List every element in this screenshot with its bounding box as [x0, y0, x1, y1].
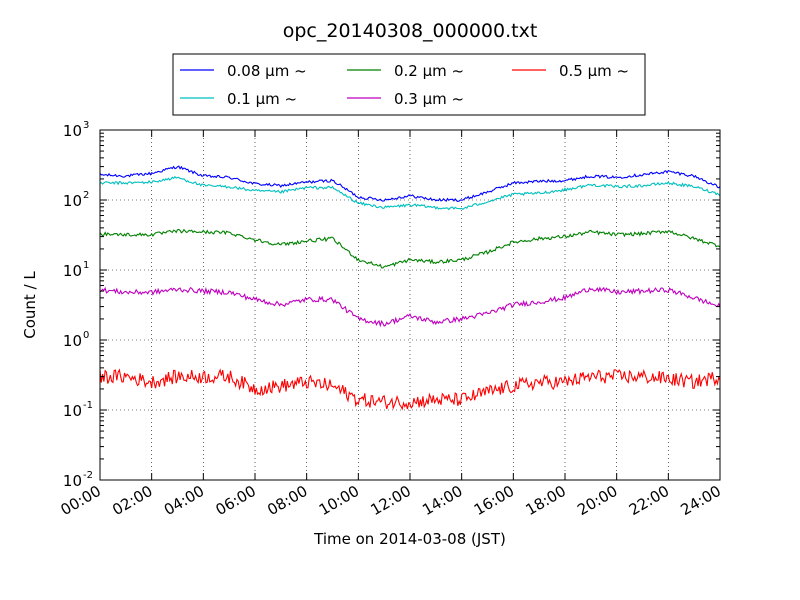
legend-entry: 0.3 μm ~ — [347, 90, 464, 108]
y-tick-base: 10 — [63, 472, 82, 490]
y-tick-exponent: -2 — [83, 470, 93, 481]
legend-entry: 0.5 μm ~ — [512, 62, 629, 80]
y-tick-base: 10 — [63, 122, 82, 140]
y-tick-exponent: 3 — [83, 120, 89, 131]
legend-label: 0.08 μm ~ — [227, 62, 307, 80]
series-line-4 — [99, 368, 721, 411]
series-line-0 — [99, 165, 721, 203]
series-line-1 — [99, 175, 721, 211]
legend-entry: 0.08 μm ~ — [180, 62, 307, 80]
legend-entry: 0.1 μm ~ — [180, 90, 297, 108]
legend-entry: 0.2 μm ~ — [347, 62, 464, 80]
y-tick-base: 10 — [63, 332, 82, 350]
y-tick-label: 10 1 — [63, 260, 89, 280]
grid — [100, 130, 720, 480]
chart-title: opc_20140308_000000.txt — [283, 20, 538, 42]
y-tick-base: 10 — [63, 192, 82, 210]
y-tick-label: 10 3 — [63, 120, 89, 140]
series-layer — [99, 165, 721, 411]
x-axis-label: Time on 2014-03-08 (JST) — [313, 530, 506, 548]
legend-label: 0.2 μm ~ — [394, 62, 464, 80]
y-tick-exponent: 1 — [83, 260, 89, 271]
y-tick-label: 10 -1 — [63, 400, 93, 420]
legend: 0.08 μm ~ 0.1 μm ~ 0.2 μm ~ 0.3 μm ~ 0.5 μm … — [172, 53, 646, 116]
y-tick-label: 10 2 — [63, 190, 89, 210]
legend-box — [172, 53, 646, 116]
legend-label: 0.1 μm ~ — [227, 90, 297, 108]
y-tick-label: 10 0 — [63, 330, 89, 350]
y-tick-exponent: 2 — [83, 190, 89, 201]
y-tick-exponent: -1 — [83, 400, 93, 411]
y-tick-label: 10 -2 — [63, 470, 93, 490]
ticks — [99, 129, 721, 481]
legend-label: 0.5 μm ~ — [559, 62, 629, 80]
series-line-3 — [99, 286, 721, 328]
y-axis-label: Count / L — [21, 271, 39, 339]
y-tick-base: 10 — [63, 262, 82, 280]
legend-label: 0.3 μm ~ — [394, 90, 464, 108]
y-tick-base: 10 — [63, 402, 82, 420]
series-line-2 — [99, 228, 721, 269]
y-tick-exponent: 0 — [83, 330, 89, 341]
